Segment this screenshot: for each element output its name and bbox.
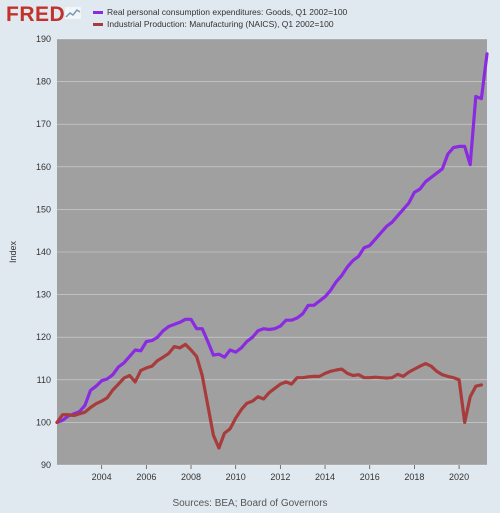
x-tick-label-2016: 2016 [360, 472, 380, 482]
y-tick-label-130: 130 [36, 290, 51, 300]
fred-chart-icon [65, 7, 81, 19]
y-tick-label-90: 90 [41, 460, 51, 470]
x-tick-label-2012: 2012 [270, 472, 290, 482]
y-tick-label-180: 180 [36, 77, 51, 87]
legend-swatch-consumption [93, 11, 103, 15]
legend-label-consumption: Real personal consumption expenditures: … [107, 7, 348, 17]
legend-swatch-manufacturing [93, 23, 103, 27]
y-tick-label-100: 100 [36, 417, 51, 427]
series-line-manufacturing [55, 342, 483, 450]
x-tick-label-2014: 2014 [315, 472, 335, 482]
fred-logo: FRED [6, 3, 66, 26]
legend-label-manufacturing: Industrial Production: Manufacturing (NA… [107, 19, 334, 29]
legend-item-manufacturing: Industrial Production: Manufacturing (NA… [93, 19, 334, 29]
x-tick-label-2018: 2018 [404, 472, 424, 482]
series-line-consumption-goods [55, 52, 489, 424]
y-tick-label-150: 150 [36, 204, 51, 214]
x-tick-label-2020: 2020 [449, 472, 469, 482]
y-tick-label-120: 120 [36, 332, 51, 342]
y-axis-label: Index [8, 240, 18, 263]
x-tick-label-2004: 2004 [92, 472, 112, 482]
y-tick-label-160: 160 [36, 162, 51, 172]
source-note: Sources: BEA; Board of Governors [172, 498, 328, 509]
legend-item-consumption: Real personal consumption expenditures: … [93, 7, 347, 17]
x-tick-label-2008: 2008 [181, 472, 201, 482]
y-tick-label-190: 190 [36, 34, 51, 44]
x-tick-label-2010: 2010 [226, 472, 246, 482]
y-tick-label-140: 140 [36, 247, 51, 257]
x-tick-label-2006: 2006 [136, 472, 156, 482]
y-tick-label-170: 170 [36, 119, 51, 129]
chart-header: FRED Real personal consumption expenditu… [0, 0, 500, 34]
y-tick-label-110: 110 [37, 375, 51, 385]
